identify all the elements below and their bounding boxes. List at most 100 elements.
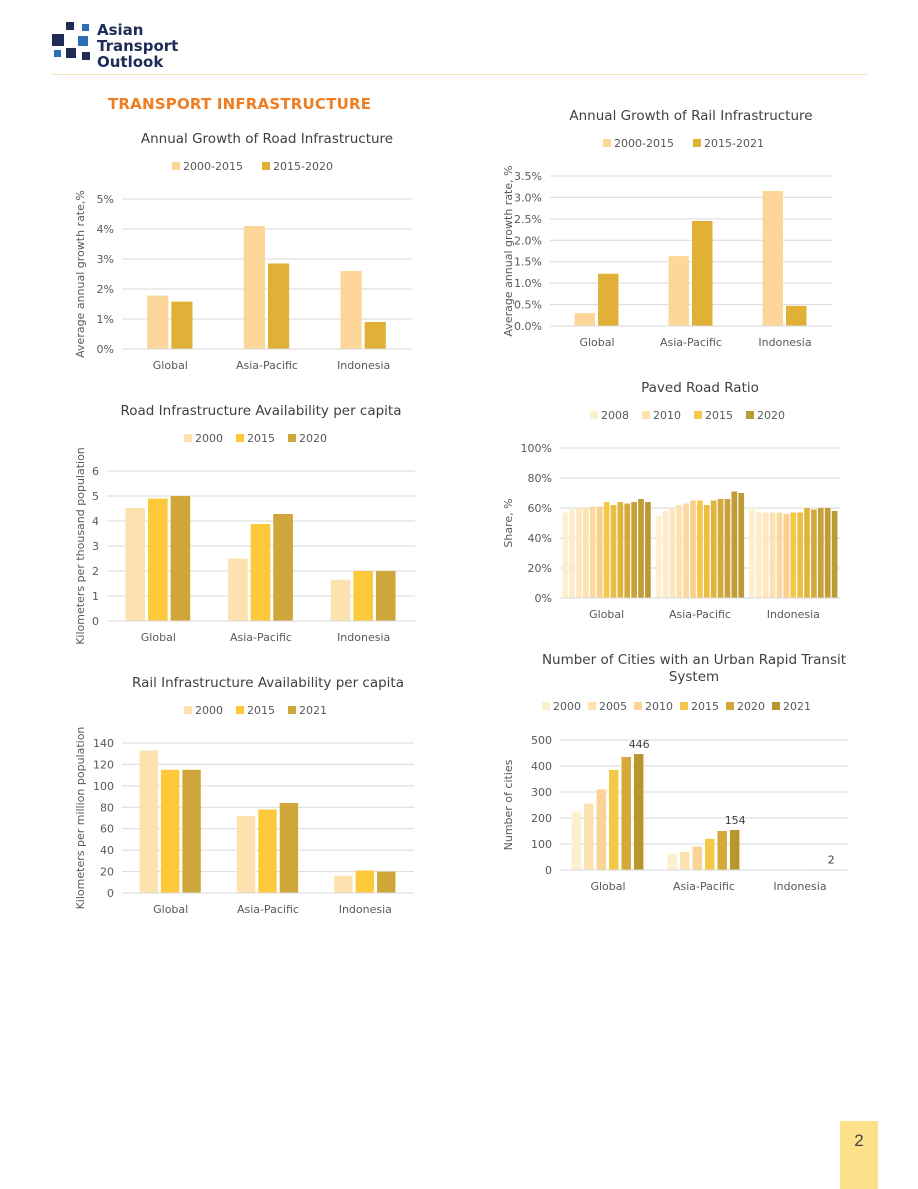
legend-label: 2015: [247, 704, 275, 717]
bar: [676, 505, 683, 598]
logo-text-line1: Asian: [97, 21, 144, 39]
x-tick-label: Indonesia: [758, 336, 811, 349]
y-tick-label: 40%: [528, 532, 552, 545]
chart-rail-availability: Rail Infrastructure Availability per cap…: [72, 671, 422, 921]
logo-mark-icon: [52, 22, 90, 60]
legend-label: 2010: [645, 700, 673, 713]
y-axis-label: Kilometers per million population: [74, 727, 87, 910]
legend-label: 2005: [599, 700, 627, 713]
legend-swatch: [172, 162, 180, 170]
y-tick-label: 1%: [97, 313, 114, 326]
bar: [598, 273, 619, 326]
bar: [631, 502, 637, 598]
y-tick-label: 0%: [97, 343, 114, 356]
legend-swatch: [746, 411, 754, 419]
x-tick-label: Asia-Pacific: [236, 359, 298, 372]
legend-label: 2015: [247, 432, 275, 445]
x-tick-label: Global: [153, 903, 188, 916]
page-number-box: 2: [840, 1121, 878, 1189]
bar: [705, 838, 715, 870]
bar: [182, 769, 201, 893]
chart-road-growth: Annual Growth of Road Infrastructure 2000…: [72, 126, 422, 376]
bar: [680, 851, 690, 870]
bar: [668, 256, 689, 326]
bar: [804, 508, 810, 598]
legend-label: 2000: [195, 432, 223, 445]
bar: [610, 505, 617, 598]
bar: [330, 579, 351, 621]
bar: [279, 803, 299, 893]
y-tick-label: 40: [100, 844, 114, 857]
y-tick-label: 1.0%: [514, 277, 542, 290]
y-tick-label: 3.5%: [514, 170, 542, 183]
chart-paved-ratio: Paved Road Ratio 2008 2010 2015 2020 Share, %…: [500, 376, 850, 626]
legend-swatch: [603, 139, 611, 147]
y-tick-label: 20%: [528, 562, 552, 575]
bar: [724, 499, 731, 598]
legend-swatch: [772, 702, 780, 710]
bar: [562, 512, 569, 598]
bar: [633, 754, 644, 870]
bar: [148, 498, 168, 621]
bar: [655, 515, 662, 598]
y-axis-label: Share, %: [502, 498, 515, 547]
bar: [147, 295, 169, 349]
logo: Asian Transport Outlook: [52, 20, 202, 72]
chart-svg-paved-ratio: Paved Road Ratio 2008 2010 2015 2020 Share, %…: [502, 380, 840, 621]
legend-label: 2015-2020: [273, 160, 333, 173]
legend-swatch: [236, 706, 244, 714]
bar: [569, 509, 575, 598]
y-tick-label: 3.0%: [514, 191, 542, 204]
legend-label: 2015: [691, 700, 719, 713]
legend-label: 2000: [553, 700, 581, 713]
legend-swatch: [184, 706, 192, 714]
chart-title: Paved Road Ratio: [641, 380, 759, 396]
chart-svg-urban-transit: Number of Cities with an Urban Rapid Tra…: [502, 652, 848, 893]
bar: [824, 508, 831, 598]
legend-label: 2021: [299, 704, 327, 717]
chart-title-line: System: [669, 669, 719, 685]
x-tick-label: Asia-Pacific: [237, 903, 299, 916]
bar: [749, 508, 755, 598]
y-axis-label: Average annual growth rate,%: [74, 190, 87, 358]
bar: [596, 789, 606, 870]
y-tick-label: 80: [100, 801, 114, 814]
legend-swatch: [694, 411, 702, 419]
x-tick-label: Asia-Pacific: [673, 880, 735, 893]
bar: [334, 875, 353, 893]
chart-svg-road-availability: Road Infrastructure Availability per cap…: [74, 403, 415, 645]
bar: [755, 512, 762, 598]
y-tick-label: 100: [531, 838, 552, 851]
chart-road-availability: Road Infrastructure Availability per cap…: [72, 399, 422, 649]
bar: [645, 502, 651, 598]
y-tick-label: 20: [100, 866, 114, 879]
y-axis-label: Average annual growth rate, %: [502, 165, 515, 336]
y-tick-label: 500: [531, 734, 552, 747]
bar: [576, 508, 582, 598]
bar: [609, 769, 619, 870]
legend-label: 2021: [783, 700, 811, 713]
data-label: 2: [828, 853, 835, 866]
legend-label: 2000: [195, 704, 223, 717]
x-tick-label: Asia-Pacific: [660, 336, 722, 349]
bar: [729, 829, 740, 870]
y-tick-label: 2.0%: [514, 234, 542, 247]
header-divider: [52, 74, 867, 75]
bar: [139, 750, 158, 893]
y-tick-label: 3: [92, 540, 99, 553]
bar: [624, 503, 631, 598]
bar: [790, 512, 797, 598]
legend-swatch: [726, 702, 734, 710]
chart-title-line: Number of Cities with an Urban Rapid Tra…: [542, 652, 846, 668]
legend-label: 2015: [705, 409, 733, 422]
bar: [571, 811, 582, 870]
y-tick-label: 60%: [528, 502, 552, 515]
bar: [783, 514, 790, 598]
bar: [738, 493, 745, 598]
bar: [690, 500, 696, 598]
y-tick-label: 0: [107, 887, 114, 900]
bar: [669, 508, 676, 598]
chart-title: Annual Growth of Rail Infrastructure: [569, 108, 812, 124]
legend-label: 2010: [653, 409, 681, 422]
legend-label: 2020: [737, 700, 765, 713]
